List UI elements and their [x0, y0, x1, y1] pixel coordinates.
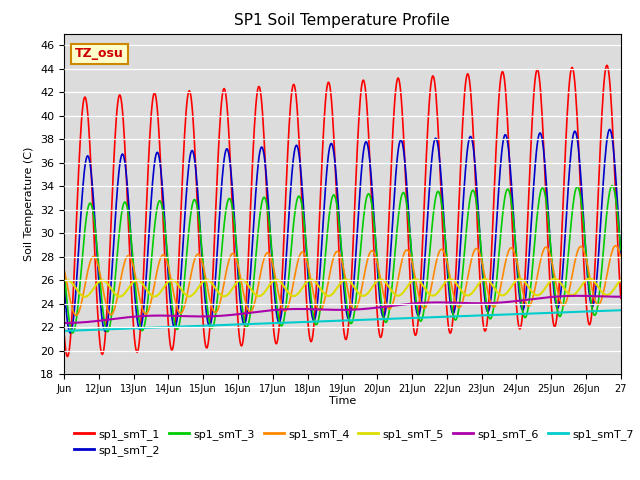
sp1_smT_6 [415, 300, 422, 306]
sp1_smT_2 [483, 308, 491, 313]
sp1_smT_7 [540, 310, 547, 316]
sp1_smT_6 [383, 303, 391, 309]
sp1_smT_2 [399, 142, 406, 147]
Line: sp1_smT_5: sp1_smT_5 [64, 278, 621, 297]
Line: sp1_smT_2: sp1_smT_2 [64, 129, 621, 333]
sp1_smT_4 [72, 312, 80, 318]
sp1_smT_3 [68, 330, 76, 336]
Line: sp1_smT_6: sp1_smT_6 [64, 296, 621, 323]
sp1_smT_3 [60, 266, 68, 272]
sp1_smT_4 [399, 255, 406, 261]
sp1_smT_5 [399, 290, 406, 296]
sp1_smT_3 [609, 183, 616, 189]
Line: sp1_smT_7: sp1_smT_7 [64, 310, 621, 331]
sp1_smT_1 [540, 154, 548, 159]
sp1_smT_1 [384, 236, 392, 241]
sp1_smT_1 [60, 329, 68, 335]
sp1_smT_6 [60, 320, 68, 326]
sp1_smT_6 [617, 294, 625, 300]
sp1_smT_7 [383, 316, 391, 322]
sp1_smT_6 [573, 293, 581, 299]
sp1_smT_5 [415, 278, 423, 284]
Line: sp1_smT_4: sp1_smT_4 [64, 246, 621, 315]
sp1_smT_4 [95, 265, 102, 271]
sp1_smT_2 [95, 278, 102, 284]
sp1_smT_6 [398, 302, 406, 308]
sp1_smT_1 [603, 62, 611, 68]
sp1_smT_4 [483, 285, 491, 290]
Line: sp1_smT_3: sp1_smT_3 [64, 186, 621, 333]
Text: TZ_osu: TZ_osu [75, 48, 124, 60]
sp1_smT_1 [415, 301, 423, 307]
sp1_smT_1 [95, 328, 102, 334]
sp1_smT_3 [95, 265, 102, 271]
sp1_smT_4 [540, 246, 548, 252]
sp1_smT_1 [483, 321, 491, 326]
sp1_smT_1 [399, 117, 406, 122]
sp1_smT_7 [617, 307, 625, 313]
sp1_smT_3 [399, 190, 406, 196]
X-axis label: Time: Time [329, 396, 356, 406]
sp1_smT_7 [483, 312, 490, 318]
sp1_smT_7 [60, 328, 68, 334]
sp1_smT_2 [67, 330, 74, 336]
sp1_smT_6 [540, 295, 547, 300]
Title: SP1 Soil Temperature Profile: SP1 Soil Temperature Profile [234, 13, 451, 28]
sp1_smT_7 [94, 327, 102, 333]
sp1_smT_5 [60, 279, 68, 285]
sp1_smT_4 [617, 255, 625, 261]
sp1_smT_2 [415, 311, 423, 316]
sp1_smT_2 [606, 126, 614, 132]
Y-axis label: Soil Temperature (C): Soil Temperature (C) [24, 147, 35, 261]
sp1_smT_3 [540, 188, 548, 193]
sp1_smT_3 [483, 305, 491, 311]
sp1_smT_1 [617, 295, 625, 301]
sp1_smT_7 [398, 315, 406, 321]
sp1_smT_4 [60, 266, 68, 272]
sp1_smT_2 [617, 252, 625, 257]
sp1_smT_5 [384, 283, 392, 288]
sp1_smT_5 [81, 294, 89, 300]
sp1_smT_6 [483, 300, 490, 306]
sp1_smT_6 [94, 318, 102, 324]
sp1_smT_5 [586, 276, 593, 281]
sp1_smT_5 [540, 287, 548, 292]
sp1_smT_1 [63, 354, 71, 360]
sp1_smT_7 [415, 315, 422, 321]
sp1_smT_4 [384, 305, 392, 311]
sp1_smT_5 [95, 279, 102, 285]
Legend: sp1_smT_1, sp1_smT_2, sp1_smT_3, sp1_smT_4, sp1_smT_5, sp1_smT_6, sp1_smT_7: sp1_smT_1, sp1_smT_2, sp1_smT_3, sp1_smT… [70, 424, 638, 460]
sp1_smT_5 [483, 276, 491, 282]
sp1_smT_5 [617, 277, 625, 283]
sp1_smT_3 [384, 315, 392, 321]
sp1_smT_2 [540, 153, 548, 158]
sp1_smT_4 [415, 295, 423, 301]
sp1_smT_4 [612, 243, 620, 249]
sp1_smT_2 [60, 280, 68, 286]
Line: sp1_smT_1: sp1_smT_1 [64, 65, 621, 357]
sp1_smT_3 [415, 317, 423, 323]
sp1_smT_2 [384, 286, 392, 291]
sp1_smT_3 [617, 247, 625, 252]
